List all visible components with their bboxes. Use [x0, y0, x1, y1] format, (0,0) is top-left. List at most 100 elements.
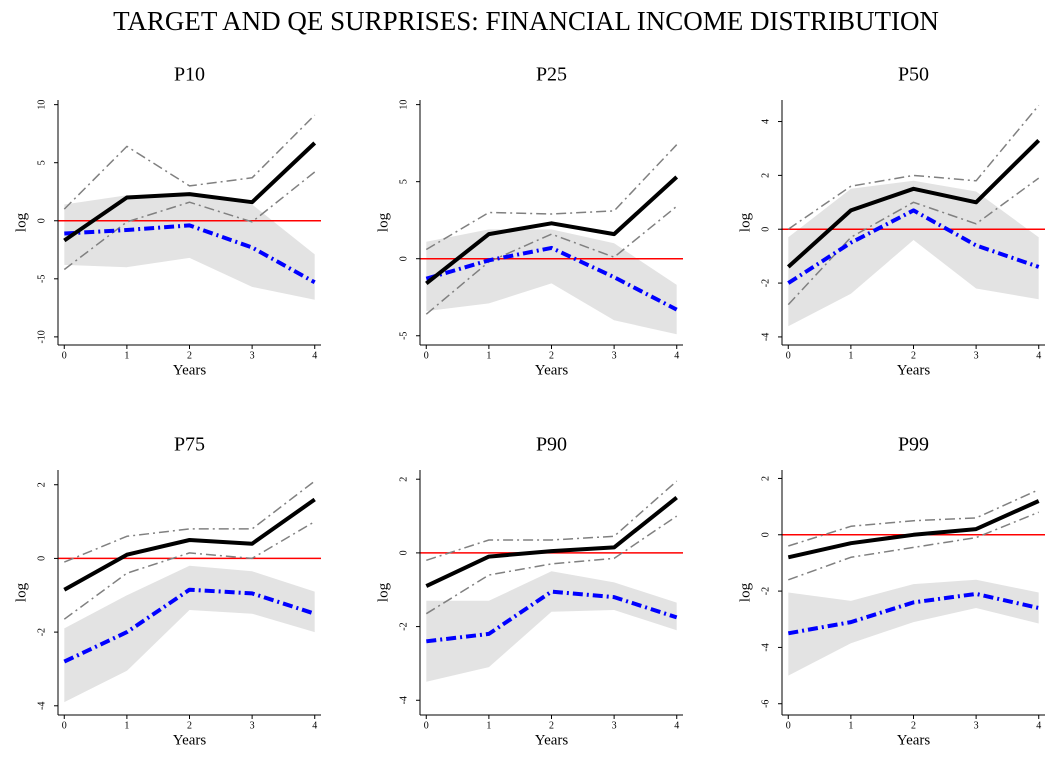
y-tick-label: -4: [36, 702, 47, 710]
x-tick-label: 3: [612, 350, 617, 361]
x-tick-label: 4: [1036, 350, 1041, 361]
x-tick-label: 2: [549, 350, 554, 361]
y-tick-label: 5: [398, 179, 409, 184]
y-tick-label: -2: [398, 622, 409, 630]
panel-title: P50: [898, 64, 929, 86]
x-tick-label: 3: [612, 720, 617, 731]
series-line: [425, 496, 678, 588]
y-tick-label: 0: [36, 218, 47, 223]
series-line: [63, 497, 316, 592]
y-tick-label: 0: [36, 556, 47, 561]
y-axis-label: log: [13, 582, 29, 602]
panel-title: P10: [174, 64, 205, 86]
x-axis-label: Years: [173, 732, 207, 748]
y-tick-label: 2: [760, 173, 771, 178]
x-axis-label: Years: [173, 362, 207, 378]
y-tick-label: 5: [36, 160, 47, 165]
series-line: [787, 177, 1040, 306]
y-tick-label: -2: [36, 628, 47, 636]
y-tick-label: -2: [760, 587, 771, 595]
x-tick-label: 1: [124, 720, 129, 731]
x-tick-label: 0: [62, 720, 67, 731]
x-tick-label: 0: [786, 350, 791, 361]
x-tick-label: 4: [674, 720, 679, 731]
y-tick-label: 2: [398, 477, 409, 482]
series-line: [64, 480, 316, 563]
series-line: [425, 175, 679, 285]
series-line: [64, 223, 316, 285]
x-tick-label: 3: [250, 720, 255, 731]
x-tick-label: 1: [486, 350, 491, 361]
y-tick-label: -5: [36, 275, 47, 283]
x-tick-label: 1: [848, 350, 853, 361]
series-line: [787, 208, 1040, 285]
y-axis-label: log: [13, 212, 29, 232]
y-axis-label: log: [737, 582, 753, 602]
y-tick-label: -4: [398, 696, 409, 704]
y-tick-label: -10: [36, 330, 47, 343]
panel-title: P90: [536, 434, 567, 456]
y-axis-label: log: [375, 582, 391, 602]
series-line: [63, 141, 317, 243]
y-tick-label: 2: [36, 482, 47, 487]
series-line: [63, 520, 316, 620]
x-tick-label: 3: [250, 350, 255, 361]
series-line: [788, 489, 1040, 547]
x-tick-label: 2: [187, 720, 192, 731]
x-tick-label: 3: [974, 720, 979, 731]
y-tick-label: 4: [760, 119, 771, 124]
x-tick-label: 3: [974, 350, 979, 361]
panel: P50 0 1 2 3 4 -4 -2 0 2 4 Years log: [737, 64, 1045, 378]
y-tick-label: 2: [760, 476, 771, 481]
x-axis-label: Years: [535, 362, 569, 378]
confidence-band: [788, 579, 1039, 676]
x-axis-label: Years: [535, 732, 569, 748]
y-tick-label: -5: [398, 332, 409, 340]
panel: P25 0 1 2 3 4 -5 0 5 10 Years log: [375, 64, 683, 378]
panel-title: P25: [536, 64, 567, 86]
y-tick-label: 0: [760, 227, 771, 232]
x-tick-label: 4: [312, 350, 317, 361]
series-line: [63, 171, 316, 271]
series-line: [786, 138, 1041, 269]
x-axis-label: Years: [897, 732, 931, 748]
y-tick-label: -4: [760, 643, 771, 651]
x-tick-label: 4: [312, 720, 317, 731]
x-tick-label: 2: [549, 720, 554, 731]
confidence-band: [64, 565, 315, 703]
series-line: [787, 591, 1040, 636]
x-tick-label: 2: [911, 350, 916, 361]
y-tick-label: -2: [760, 279, 771, 287]
y-tick-label: 0: [760, 532, 771, 537]
series-line: [787, 499, 1040, 560]
x-tick-label: 2: [911, 720, 916, 731]
confidence-band: [426, 571, 677, 682]
x-tick-label: 0: [62, 350, 67, 361]
y-tick-label: 0: [398, 550, 409, 555]
y-tick-label: -6: [760, 700, 771, 708]
y-tick-label: 10: [398, 100, 409, 110]
series-line: [425, 515, 678, 615]
y-axis-label: log: [375, 212, 391, 232]
y-tick-label: -4: [760, 333, 771, 341]
y-tick-label: 10: [36, 100, 47, 110]
series-line: [426, 480, 678, 562]
panel: P10 0 1 2 3 4 -10 -5 0 5 10 Years log: [13, 64, 321, 378]
x-tick-label: 1: [486, 720, 491, 731]
series-line: [63, 114, 316, 210]
x-axis-label: Years: [897, 362, 931, 378]
series-line: [425, 205, 678, 315]
series-line: [425, 144, 678, 251]
x-tick-label: 0: [424, 350, 429, 361]
y-axis-label: log: [737, 212, 753, 232]
x-tick-label: 0: [424, 720, 429, 731]
panel-title: P75: [174, 434, 205, 456]
confidence-band: [788, 180, 1039, 327]
y-tick-label: 0: [398, 256, 409, 261]
series-line: [63, 587, 316, 664]
x-tick-label: 2: [187, 350, 192, 361]
